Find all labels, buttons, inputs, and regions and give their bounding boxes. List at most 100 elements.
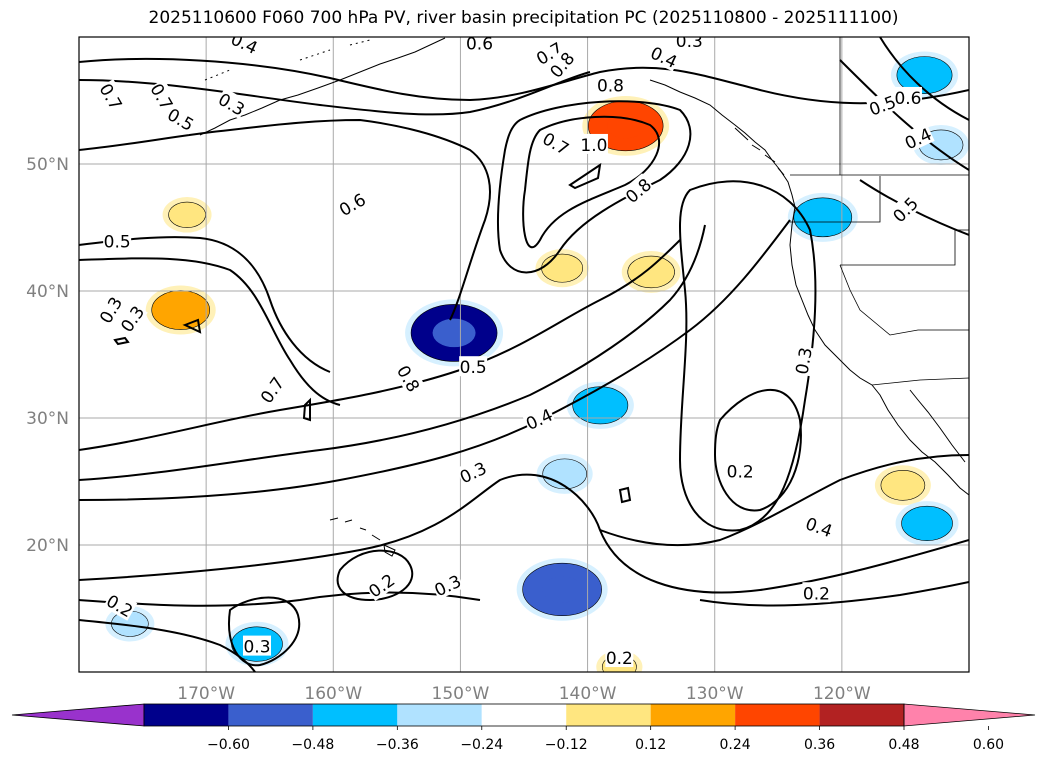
- pv-contour: [79, 224, 706, 481]
- colorbar-segment: [397, 704, 482, 726]
- alaska-panhandle-coast: [649, 79, 796, 208]
- contour-label-text: 0.5: [104, 232, 131, 252]
- colorbar-tick-label: 0.24: [720, 737, 751, 753]
- contour-label: 0.2: [726, 460, 755, 482]
- aleutian-islands-dots: [204, 39, 371, 81]
- contour-label-bg: [243, 635, 271, 656]
- contour-label-text: 0.5: [460, 358, 487, 378]
- precip-anomaly-positive: [627, 255, 675, 289]
- contour-label-bg: [465, 37, 494, 53]
- contour-label-bg: [531, 37, 567, 69]
- colorbar-tick-label: −0.60: [207, 737, 250, 753]
- pv-contour: [79, 473, 969, 594]
- colorbar-segment: [650, 704, 736, 726]
- colorbar-tick-label: 0.48: [888, 737, 919, 753]
- contour-label-bg: [579, 133, 608, 154]
- pv-closed-contour: [522, 115, 661, 249]
- baja-coast: [871, 384, 969, 496]
- colorbar-segment: [819, 704, 904, 726]
- lon-tick-label: 170°W: [177, 684, 235, 704]
- precip-anomaly-negative: [896, 56, 953, 95]
- pv-contour: [79, 239, 681, 451]
- pv-contour: [79, 257, 341, 406]
- contour-label-bg: [865, 90, 899, 119]
- contour-label-bg: [887, 192, 922, 226]
- lon-tick-label: 120°W: [813, 684, 871, 704]
- contour-label-bg: [459, 356, 488, 377]
- colorbar-segment: [566, 704, 651, 726]
- bc-islands: [734, 127, 785, 176]
- precip-anomaly-positive: [541, 253, 584, 283]
- contour-label-bg: [455, 456, 490, 487]
- contour-label-bg: [363, 568, 399, 602]
- contour-label-text: 1.0: [580, 136, 607, 156]
- contour-label-bg: [596, 74, 625, 95]
- contour-label-bg: [146, 79, 179, 114]
- colorbar-segment: [735, 704, 820, 726]
- lon-tick-label: 160°W: [304, 684, 362, 704]
- contour-label-bg: [334, 188, 369, 220]
- aleutian-islands: [199, 37, 446, 136]
- contour-label: 0.6: [465, 34, 494, 54]
- contour-label: 0.3: [790, 345, 817, 377]
- contour-label-text: 0.6: [466, 34, 493, 54]
- precip-anomaly-core: [542, 576, 582, 603]
- lat-tick-label: 50°N: [26, 155, 69, 175]
- coastlines: [199, 37, 969, 557]
- contour-label: 0.6: [893, 86, 922, 109]
- contour-label-bg: [115, 301, 148, 336]
- contour-label: 0.5: [459, 356, 488, 378]
- colorbar-segment: [228, 704, 313, 726]
- colorbar-tick-label: −0.24: [460, 737, 503, 753]
- contour-label-bg: [620, 173, 655, 207]
- us-west-coast: [789, 206, 873, 386]
- contour-label: 0.2: [605, 647, 634, 669]
- pv-closed-contour: [113, 336, 130, 346]
- pv-closed-contour: [302, 397, 311, 422]
- lat-tick-label: 40°N: [26, 282, 69, 302]
- precip-anomaly-positive: [880, 470, 926, 501]
- contour-label-bg: [726, 460, 755, 481]
- colorbar-tick-label: 0.60: [973, 737, 1004, 753]
- contour-label: 0.5: [103, 230, 132, 252]
- contour-label: 0.3: [675, 37, 704, 52]
- lon-tick-label: 140°W: [559, 684, 617, 704]
- contour-label-bg: [675, 37, 704, 50]
- political-borders: [790, 37, 969, 386]
- colorbar-extend-min: [11, 703, 145, 727]
- contour-label-bg: [900, 122, 935, 153]
- pv-closed-contour: [336, 549, 414, 602]
- contour-label-text: 0.6: [894, 89, 921, 109]
- map-background: [79, 37, 969, 672]
- contour-label-text: 0.2: [803, 584, 830, 604]
- contour-label-bg: [647, 41, 682, 72]
- chart-title: 2025110600 F060 700 hPa PV, river basin …: [148, 8, 899, 28]
- contour-label-bg: [605, 647, 634, 668]
- colorbar-tick-label: 0.36: [804, 737, 835, 753]
- contour-label-bg: [539, 127, 574, 159]
- contour-label-bg: [521, 403, 556, 434]
- pv-closed-contour: [496, 100, 692, 274]
- pv-closed-contour: [678, 180, 817, 532]
- nevada-border: [839, 264, 969, 336]
- contour-label-bg: [544, 47, 579, 82]
- mexico-border: [871, 377, 969, 386]
- pv-contour: [699, 581, 969, 607]
- contour-label-text: 0.2: [606, 649, 633, 669]
- pv-closed-contour-1.0: [568, 162, 602, 190]
- precip-anomaly-positive: [151, 290, 211, 330]
- lon-tick-label: 130°W: [686, 684, 744, 704]
- pv-contour: [79, 219, 791, 501]
- contour-label-text: 0.3: [243, 638, 270, 658]
- contour-label-bg: [214, 87, 250, 120]
- lat-tick-label: 30°N: [26, 409, 69, 429]
- contour-label-bg: [164, 103, 199, 135]
- precip-anomaly-positive: [168, 201, 206, 228]
- california-border: [840, 229, 969, 266]
- contour-label-bg: [227, 37, 262, 58]
- contour-label-bg: [103, 589, 138, 621]
- contour-label: 1.0: [579, 133, 608, 156]
- hawaiian-islands: [329, 517, 396, 557]
- contour-label: 0.3: [243, 635, 271, 658]
- pv-closed-contour: [182, 318, 202, 334]
